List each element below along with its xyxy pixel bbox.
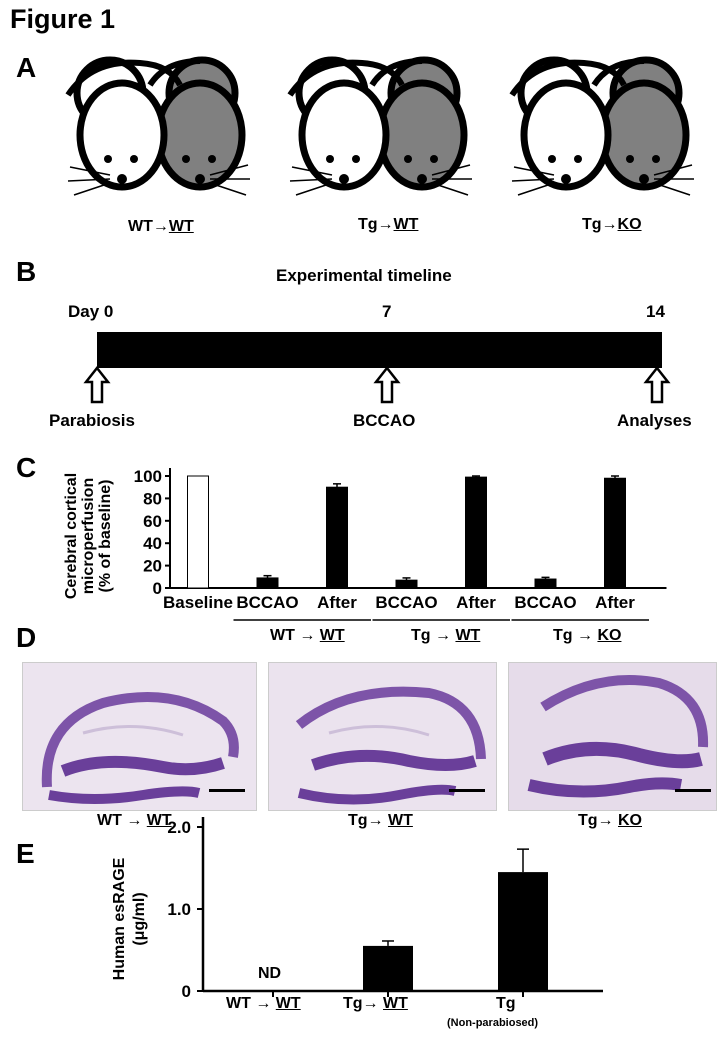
white-mouse [73, 56, 168, 191]
hippocampus-section-1 [23, 663, 256, 810]
c-ytick-label: 60 [143, 512, 162, 531]
chart-e-tick-1: WT → WT [226, 995, 301, 1012]
panel-letter-b: B [16, 256, 37, 287]
timeline-day14-label: 14 [646, 302, 665, 321]
chart-e-esrage: 0 1.0 2.0 Human esRAGE (μg/ml) [111, 817, 603, 1001]
arrow-day0 [83, 366, 111, 404]
panel-letter-d: D [16, 622, 37, 653]
histology-image-2 [268, 662, 497, 811]
mouse-pair-2 [287, 56, 472, 196]
c-bar [465, 476, 487, 589]
chart-e-tick-3-sub: (Non-parabiosed) [447, 1017, 539, 1029]
e-bar [363, 945, 413, 991]
c-ylabel-line: microperfusion [80, 478, 97, 594]
panel-letter-a: A [16, 52, 37, 83]
e-ytick-label: 0 [182, 982, 191, 1001]
hippocampus-section-3 [509, 663, 716, 810]
chart-e-nd-label: ND [258, 965, 282, 982]
timeline-arrows [83, 366, 671, 404]
c-category-label: BCCAO [375, 593, 437, 612]
pair-label-1: WT→WT [128, 218, 194, 235]
c-category-label: After [595, 593, 635, 612]
c-bar [395, 579, 418, 589]
scale-bar [449, 789, 485, 792]
c-category-label: BCCAO [236, 593, 298, 612]
c-ytick-label: 0 [153, 579, 162, 598]
c-bar [534, 578, 557, 589]
e-ytick-label: 2.0 [167, 818, 191, 837]
c-category-label: BCCAO [514, 593, 576, 612]
c-bar [187, 475, 209, 589]
figure-title: Figure 1 [10, 4, 116, 34]
chart-c-group-3: Tg → KO [553, 627, 622, 644]
c-bar [256, 577, 279, 589]
e-ylabel-line: Human esRAGE [111, 857, 128, 980]
histology-image-1 [22, 662, 257, 811]
c-category-label: After [456, 593, 496, 612]
panel-letter-e: E [16, 838, 35, 869]
chart-e-tick-3: Tg [496, 995, 516, 1012]
mouse-pair-1 [65, 56, 250, 196]
event-analyses: Analyses [617, 411, 692, 430]
parabiosis-mice-illustration [65, 56, 694, 196]
c-bar [604, 477, 626, 589]
c-ytick-label: 100 [134, 467, 162, 486]
event-bccao: BCCAO [353, 411, 416, 430]
hippocampus-section-2 [269, 663, 496, 810]
mouse-pair-3 [509, 56, 694, 196]
chart-c-microperfusion: 0 20 40 60 80 100 Cerebral cortical microperfus… [63, 467, 667, 621]
c-ytick-label: 20 [143, 557, 162, 576]
timeline-title: Experimental timeline [276, 266, 452, 285]
scale-bar [675, 789, 711, 792]
scale-bar [209, 789, 245, 792]
gray-mouse [154, 56, 246, 191]
chart-c-group-2: Tg → WT [411, 627, 481, 644]
panel-letter-c: C [16, 452, 37, 483]
c-ylabel-line: Cerebral cortical [63, 473, 80, 599]
c-ytick-label: 40 [143, 534, 162, 553]
timeline-bar [97, 332, 662, 368]
pair-label-2: Tg→WT [358, 216, 419, 233]
c-category-label: Baseline [163, 593, 233, 612]
timeline-day7-label: 7 [382, 302, 392, 321]
chart-c-group-1: WT → WT [270, 627, 345, 644]
histology-caption-1: WT → WT [97, 812, 172, 829]
e-ytick-label: 1.0 [167, 900, 191, 919]
e-bar [498, 872, 548, 991]
arrow-day14 [643, 366, 671, 404]
chart-e-tick-2: Tg→ WT [343, 995, 408, 1012]
histology-caption-2: Tg→ WT [348, 812, 413, 829]
event-parabiosis: Parabiosis [49, 411, 135, 430]
c-category-label: After [317, 593, 357, 612]
e-ylabel-line: (μg/ml) [131, 892, 148, 945]
c-ylabel-line: (% of baseline) [97, 480, 114, 593]
c-ytick-label: 80 [143, 489, 162, 508]
pair-label-3: Tg→KO [582, 216, 642, 233]
c-bar [326, 486, 348, 589]
histology-image-3 [508, 662, 717, 811]
histology-caption-3: Tg→ KO [578, 812, 642, 829]
timeline-day0-label: Day 0 [68, 302, 114, 321]
arrow-day7 [373, 366, 401, 404]
